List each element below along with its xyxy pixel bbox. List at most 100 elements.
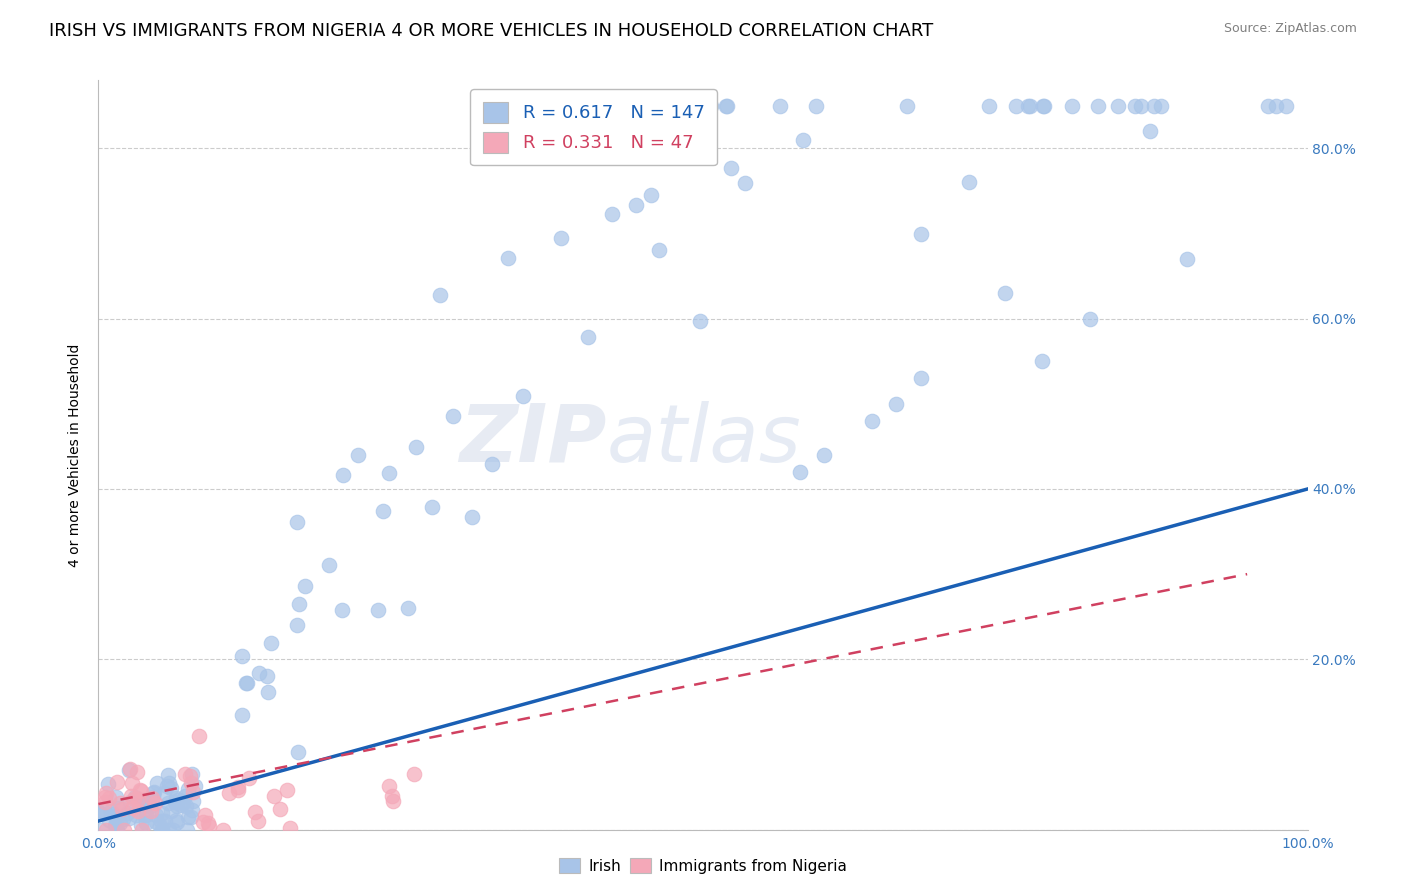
Point — [176, 822, 198, 837]
Point — [180, 803, 202, 817]
Point — [550, 231, 572, 245]
Point — [716, 99, 738, 113]
Point — [101, 807, 124, 822]
Point — [1142, 99, 1164, 113]
Point — [174, 789, 197, 803]
Point — [118, 763, 141, 777]
Point — [699, 99, 721, 113]
Point — [112, 822, 135, 837]
Point — [285, 515, 308, 529]
Point — [100, 804, 122, 818]
Point — [131, 822, 153, 837]
Point — [89, 805, 111, 819]
Point — [105, 819, 128, 833]
Point — [1257, 99, 1279, 113]
Legend: Irish, Immigrants from Nigeria: Irish, Immigrants from Nigeria — [553, 852, 853, 880]
Point — [139, 804, 162, 818]
Point — [169, 797, 191, 812]
Point — [668, 106, 690, 120]
Point — [813, 448, 835, 462]
Point — [910, 227, 932, 241]
Point — [180, 776, 202, 790]
Point — [243, 805, 266, 819]
Point — [105, 775, 128, 789]
Point — [256, 685, 278, 699]
Point — [1062, 99, 1084, 113]
Point — [127, 804, 149, 818]
Point — [957, 176, 980, 190]
Point — [120, 762, 142, 776]
Point — [135, 807, 157, 822]
Point — [183, 779, 205, 793]
Point — [191, 814, 214, 829]
Point — [287, 745, 309, 759]
Point — [1078, 311, 1101, 326]
Point — [263, 789, 285, 804]
Point — [211, 822, 233, 837]
Point — [143, 796, 166, 810]
Point — [1017, 99, 1039, 113]
Point — [238, 772, 260, 786]
Legend: R = 0.617   N = 147, R = 0.331   N = 47: R = 0.617 N = 147, R = 0.331 N = 47 — [470, 89, 717, 165]
Point — [373, 504, 395, 518]
Point — [1031, 354, 1053, 368]
Point — [159, 804, 181, 818]
Point — [90, 822, 112, 837]
Point — [1130, 99, 1153, 113]
Point — [396, 600, 419, 615]
Point — [381, 789, 404, 803]
Point — [156, 779, 179, 793]
Point — [166, 793, 188, 807]
Point — [910, 371, 932, 385]
Point — [789, 465, 811, 479]
Point — [166, 799, 188, 814]
Point — [979, 99, 1001, 113]
Point — [1274, 99, 1296, 113]
Point — [174, 798, 197, 813]
Point — [162, 822, 184, 837]
Point — [177, 781, 200, 796]
Point — [117, 805, 139, 820]
Point — [1139, 124, 1161, 138]
Point — [180, 767, 202, 781]
Point — [120, 789, 142, 803]
Point — [700, 99, 723, 113]
Point — [600, 206, 623, 220]
Point — [108, 796, 131, 810]
Point — [347, 448, 370, 462]
Point — [94, 795, 117, 809]
Point — [269, 802, 291, 816]
Point — [145, 814, 167, 829]
Point — [135, 793, 157, 807]
Point — [107, 801, 129, 815]
Point — [165, 791, 187, 805]
Text: IRISH VS IMMIGRANTS FROM NIGERIA 4 OR MORE VEHICLES IN HOUSEHOLD CORRELATION CHA: IRISH VS IMMIGRANTS FROM NIGERIA 4 OR MO… — [49, 22, 934, 40]
Point — [135, 816, 157, 830]
Point — [153, 814, 176, 829]
Point — [367, 603, 389, 617]
Point — [1175, 252, 1198, 266]
Point — [218, 786, 240, 800]
Point — [231, 648, 253, 663]
Point — [256, 668, 278, 682]
Point — [1149, 99, 1171, 113]
Point — [246, 814, 269, 829]
Point — [153, 786, 176, 800]
Point — [231, 707, 253, 722]
Point — [104, 789, 127, 804]
Point — [1033, 99, 1056, 113]
Point — [157, 776, 180, 790]
Point — [617, 99, 640, 113]
Point — [187, 729, 209, 743]
Point — [128, 782, 150, 797]
Point — [104, 817, 127, 831]
Text: atlas: atlas — [606, 401, 801, 479]
Point — [145, 807, 167, 822]
Point — [98, 791, 121, 805]
Point — [121, 776, 143, 790]
Point — [150, 822, 173, 837]
Point — [1123, 99, 1146, 113]
Point — [105, 822, 128, 837]
Point — [647, 244, 669, 258]
Point — [285, 617, 308, 632]
